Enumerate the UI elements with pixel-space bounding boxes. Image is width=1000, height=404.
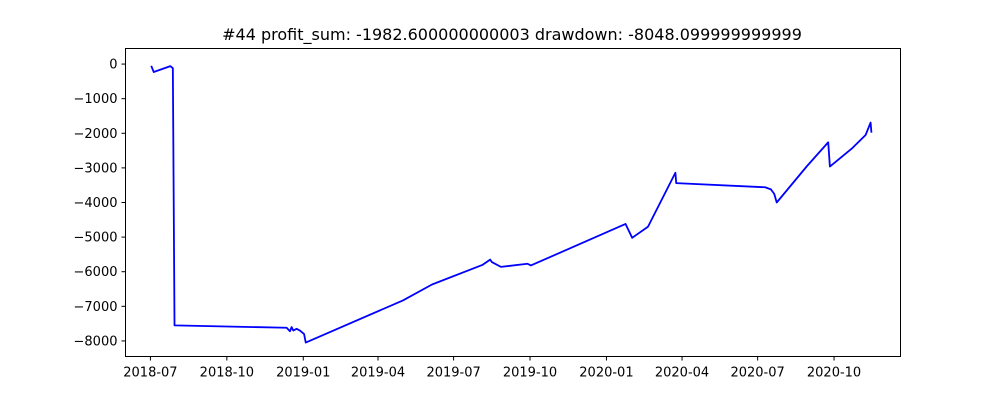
x-tick-label: 2020-07 bbox=[730, 366, 784, 381]
x-tick-label: 2019-07 bbox=[426, 366, 480, 381]
y-tick-label: −7000 bbox=[74, 300, 118, 315]
y-tick-label: −4000 bbox=[74, 196, 118, 211]
x-tick-label: 2019-04 bbox=[351, 366, 405, 381]
x-tick-label: 2018-07 bbox=[123, 366, 177, 381]
x-tick-label: 2020-01 bbox=[579, 366, 633, 381]
x-axis: 2018-07 2018-10 2019-01 2019-04 2019-07 2019-… bbox=[123, 356, 861, 381]
chart-title: #44 profit_sum: -1982.600000000003 drawd… bbox=[222, 25, 802, 45]
x-tick-label: 2019-10 bbox=[503, 366, 557, 381]
y-tick-label: −2000 bbox=[74, 127, 118, 142]
x-tick-label: 2019-01 bbox=[276, 366, 330, 381]
y-tick-label: −3000 bbox=[74, 161, 118, 176]
y-axis: 0 −1000 −2000 −3000 −4000 −5000 −6000 −7000 −800… bbox=[74, 58, 126, 349]
y-tick-label: −6000 bbox=[74, 265, 118, 280]
x-tick-label: 2020-10 bbox=[807, 366, 861, 381]
series-line-0 bbox=[150, 65, 873, 344]
x-tick-label: 2018-10 bbox=[200, 366, 254, 381]
y-tick-label: −8000 bbox=[74, 334, 118, 349]
y-tick-label: 0 bbox=[109, 58, 117, 73]
x-tick-label: 2020-04 bbox=[655, 366, 709, 381]
y-tick-label: −5000 bbox=[74, 231, 118, 246]
plot-frame bbox=[125, 48, 901, 357]
plot-area bbox=[150, 65, 873, 344]
y-tick-label: −1000 bbox=[74, 92, 118, 107]
